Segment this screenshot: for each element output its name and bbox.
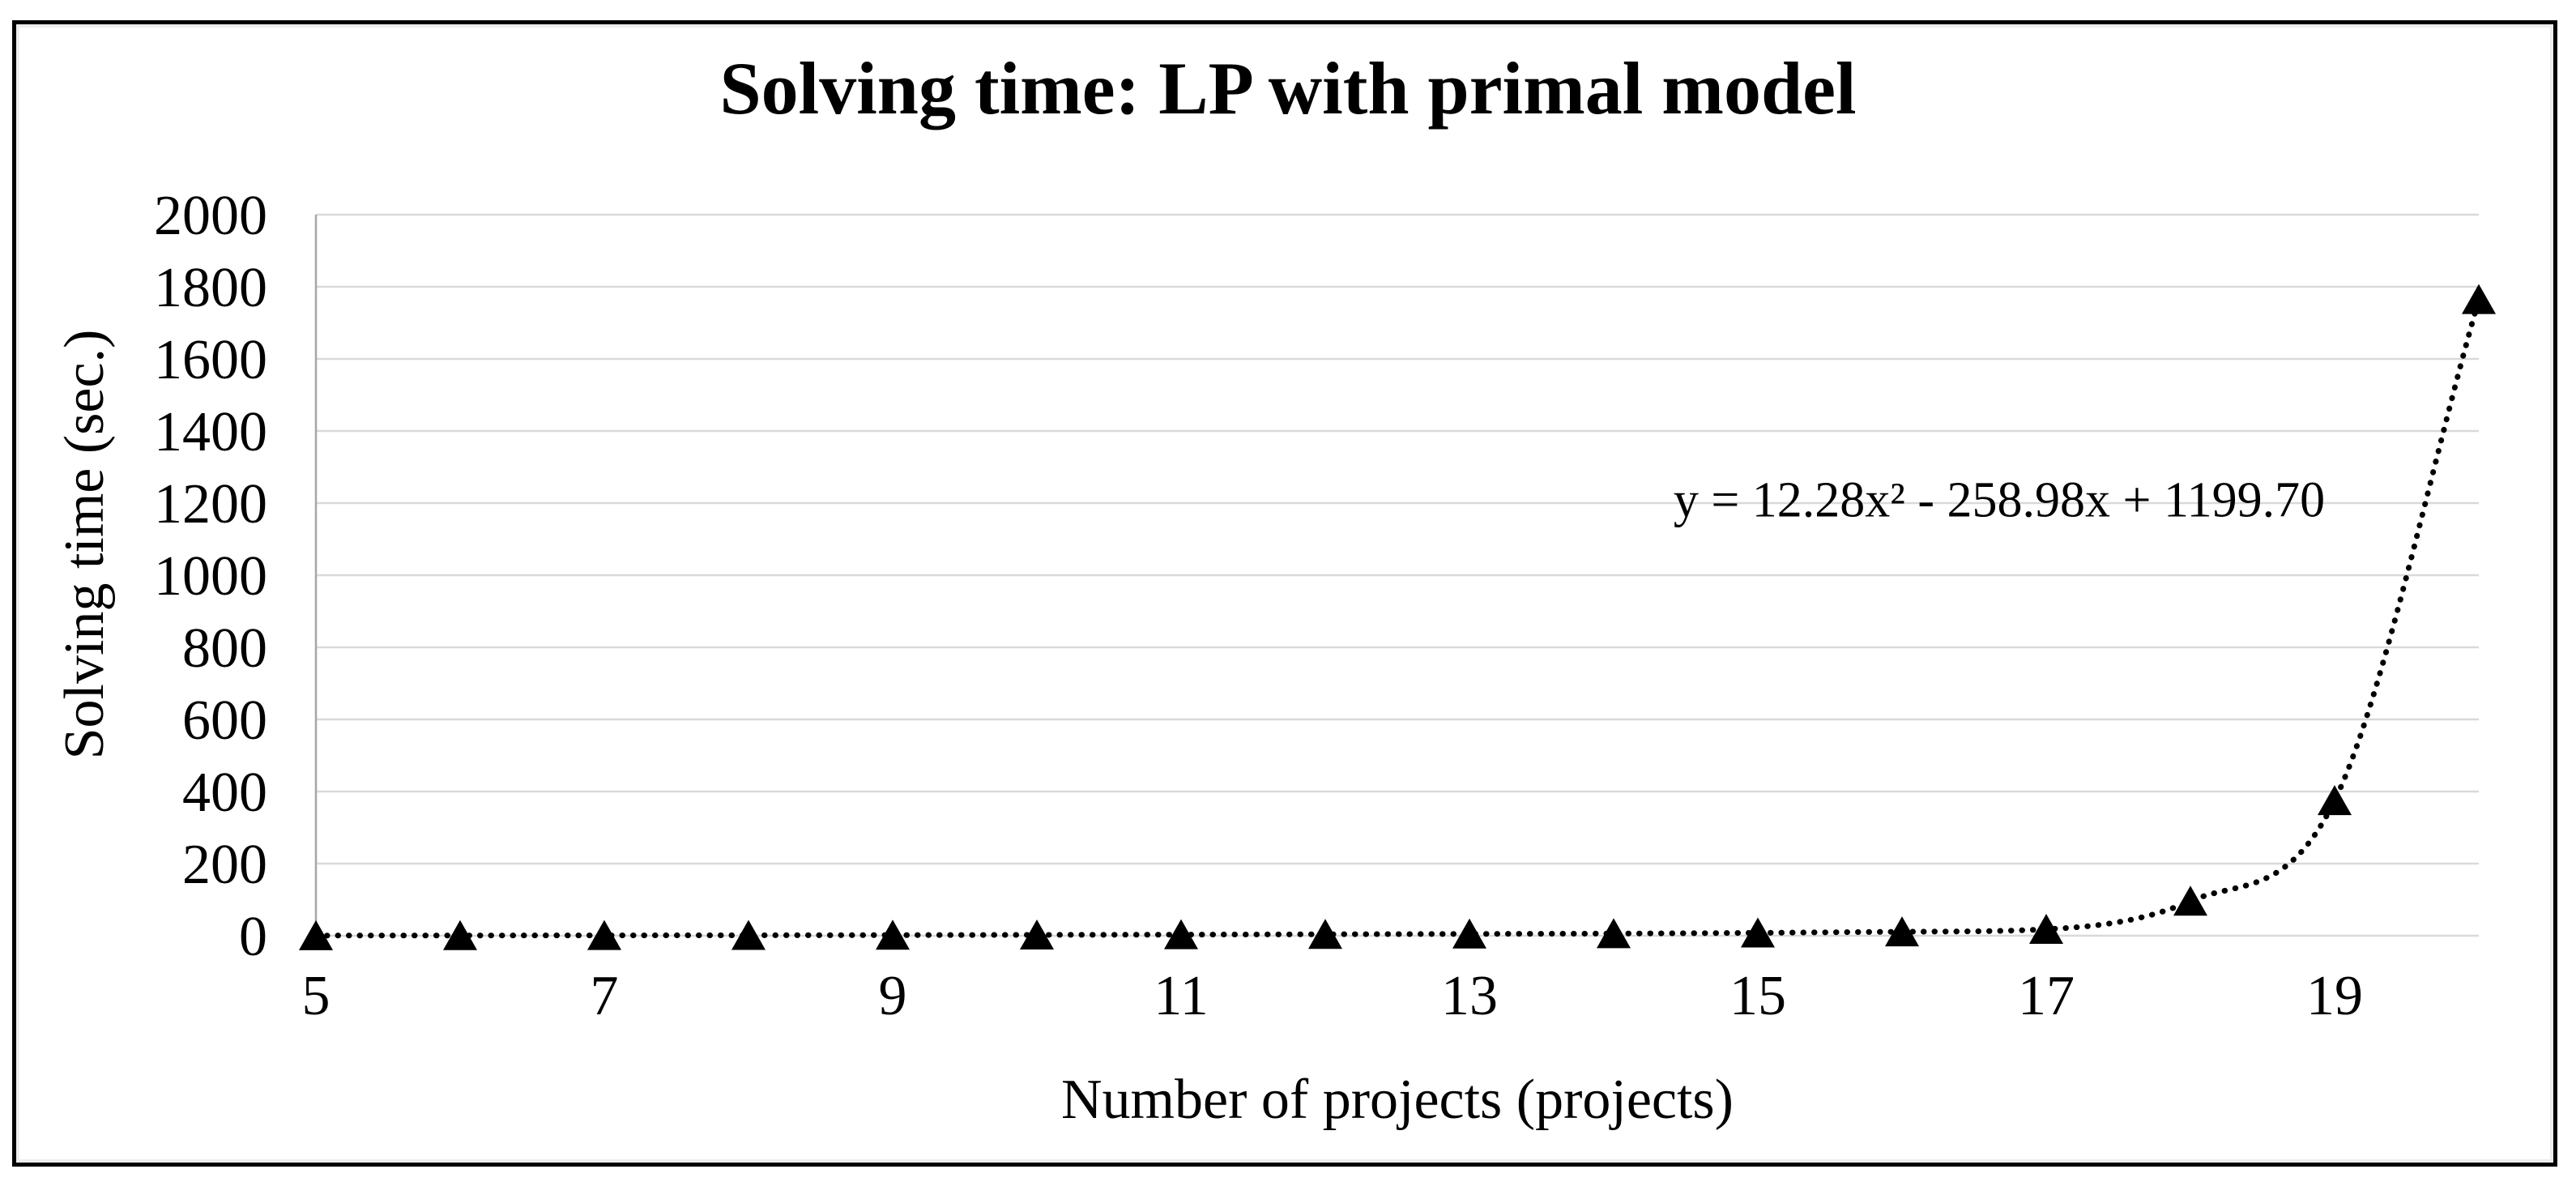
data-point-marker-x18 (2173, 885, 2207, 916)
y-tick-label-1600: 1600 (154, 329, 267, 391)
data-point-marker-x20 (2462, 284, 2496, 314)
x-axis-title: Number of projects (projects) (1061, 1069, 1734, 1131)
data-point-marker-x10 (1020, 919, 1054, 949)
y-tick-label-0: 0 (239, 906, 267, 968)
y-tick-label-1200: 1200 (154, 473, 267, 536)
y-tick-label-1400: 1400 (154, 401, 267, 463)
data-point-marker-x14 (1597, 918, 1631, 949)
y-tick-label-1800: 1800 (154, 257, 267, 319)
x-tick-label-19: 19 (2306, 965, 2363, 1027)
chart-border (12, 20, 2557, 1167)
x-tick-label-5: 5 (302, 965, 331, 1027)
y-tick-label-200: 200 (182, 834, 267, 896)
data-point-marker-x6 (443, 920, 477, 950)
data-point-marker-x13 (1452, 918, 1486, 949)
x-tick-label-7: 7 (591, 965, 619, 1027)
data-point-marker-x8 (731, 920, 766, 950)
data-point-marker-x11 (1164, 919, 1198, 949)
y-tick-label-400: 400 (182, 762, 267, 824)
data-point-marker-x17 (2029, 913, 2063, 944)
chart-title: Solving time: LP with primal model (719, 47, 1857, 130)
data-point-marker-x19 (2318, 785, 2352, 816)
y-tick-label-1000: 1000 (154, 545, 267, 608)
x-tick-label-11: 11 (1154, 965, 1208, 1027)
y-tick-label-600: 600 (182, 689, 267, 752)
trendline-equation-label: y = 12.28x² - 258.98x + 1199.70 (1673, 472, 2326, 528)
y-tick-label-800: 800 (182, 617, 267, 680)
x-tick-label-9: 9 (879, 965, 907, 1027)
y-tick-label-2000: 2000 (154, 185, 267, 247)
data-point-marker-x15 (1741, 917, 1775, 948)
x-tick-label-17: 17 (2018, 965, 2075, 1027)
data-point-marker-x5 (299, 920, 333, 950)
data-point-marker-x16 (1885, 916, 1919, 947)
data-point-marker-x12 (1308, 919, 1342, 949)
chart-border-inner-shadow (16, 24, 2553, 1163)
x-tick-label-15: 15 (1729, 965, 1786, 1027)
x-tick-label-13: 13 (1441, 965, 1498, 1027)
data-point-marker-x9 (876, 920, 910, 950)
data-point-marker-x7 (587, 920, 621, 950)
series-dotted-curve (313, 297, 2482, 939)
